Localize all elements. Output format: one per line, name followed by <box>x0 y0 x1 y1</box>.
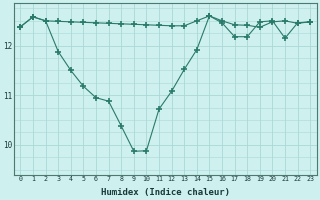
X-axis label: Humidex (Indice chaleur): Humidex (Indice chaleur) <box>101 188 230 197</box>
